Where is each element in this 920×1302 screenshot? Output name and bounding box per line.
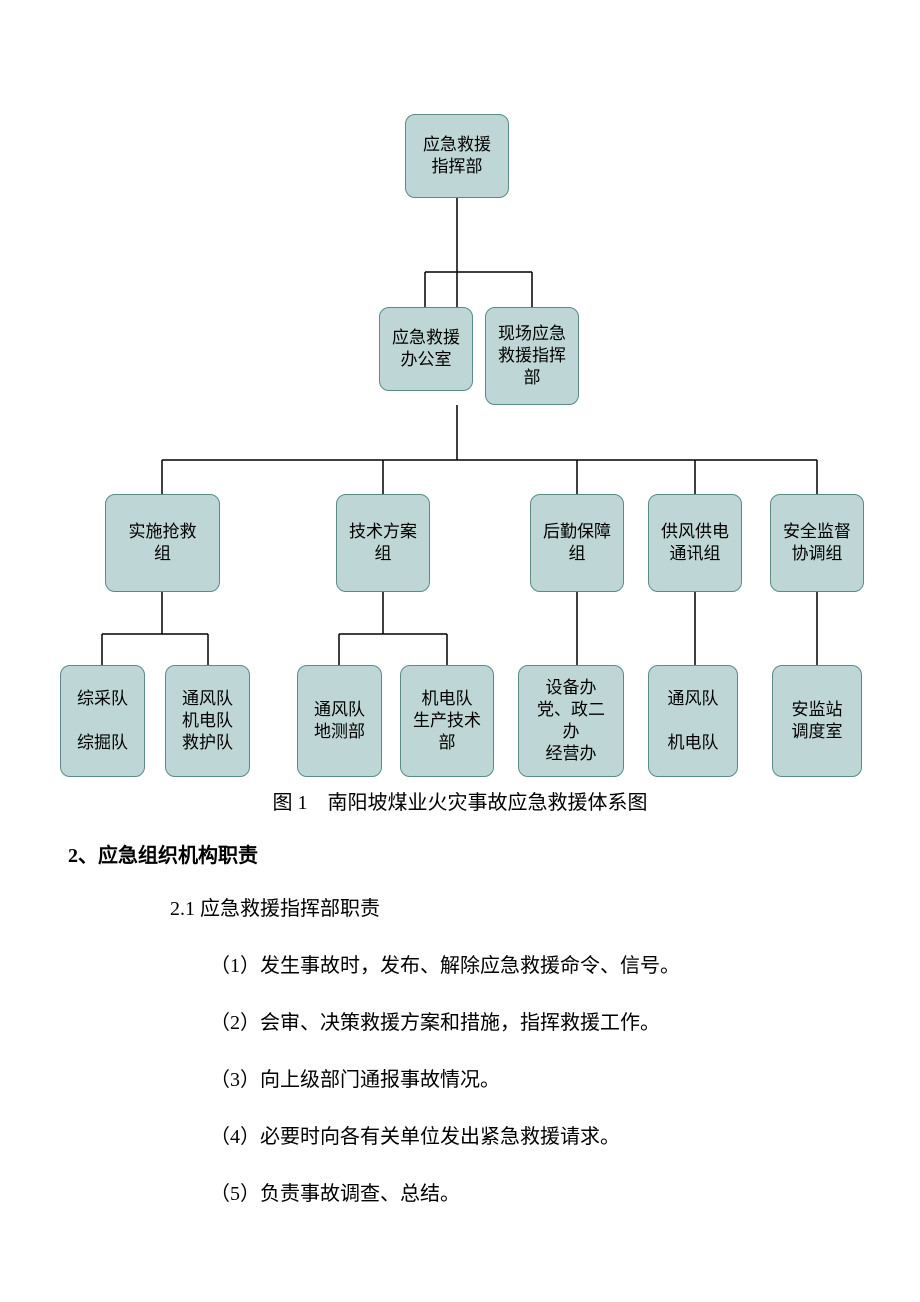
org-node-l2b: 机电队 生产技术 部 — [400, 665, 494, 777]
list-item: （1）发生事故时，发布、解除应急救援命令、信号。 — [210, 949, 920, 978]
org-node-l3: 设备办 党、政二 办 经营办 — [518, 665, 624, 777]
list-item: （3）向上级部门通报事故情况。 — [210, 1063, 920, 1092]
org-node-g4: 供风供电 通讯组 — [648, 494, 742, 592]
list-item: （5）负责事故调查、总结。 — [210, 1177, 920, 1206]
org-node-l4: 通风队 机电队 — [648, 665, 738, 777]
sub-heading: 2.1 应急救援指挥部职责 — [170, 892, 920, 921]
org-node-root: 应急救援 指挥部 — [405, 114, 509, 198]
org-node-g3: 后勤保障 组 — [530, 494, 624, 592]
org-node-l5: 安监站 调度室 — [772, 665, 862, 777]
org-node-g2: 技术方案 组 — [336, 494, 430, 592]
org-node-l1a: 综采队 综掘队 — [60, 665, 145, 777]
figure-caption: 图 1 南阳坡煤业火灾事故应急救援体系图 — [0, 786, 920, 815]
org-chart: 应急救援 指挥部应急救援 办公室现场应急 救援指挥 部实施抢救 组 技术方案 组 后… — [0, 0, 920, 780]
org-node-g5: 安全监督 协调组 — [770, 494, 864, 592]
org-node-l1b: 通风队 机电队 救护队 — [165, 665, 250, 777]
org-node-g1: 实施抢救 组 — [105, 494, 220, 592]
org-node-l2a: 通风队 地测部 — [297, 665, 382, 777]
org-node-site: 现场应急 救援指挥 部 — [485, 307, 579, 405]
list-item: （4）必要时向各有关单位发出紧急救援请求。 — [210, 1120, 920, 1149]
section-heading: 2、应急组织机构职责 — [68, 839, 920, 868]
org-node-office: 应急救援 办公室 — [379, 307, 473, 391]
list-item: （2）会审、决策救援方案和措施，指挥救援工作。 — [210, 1006, 920, 1035]
